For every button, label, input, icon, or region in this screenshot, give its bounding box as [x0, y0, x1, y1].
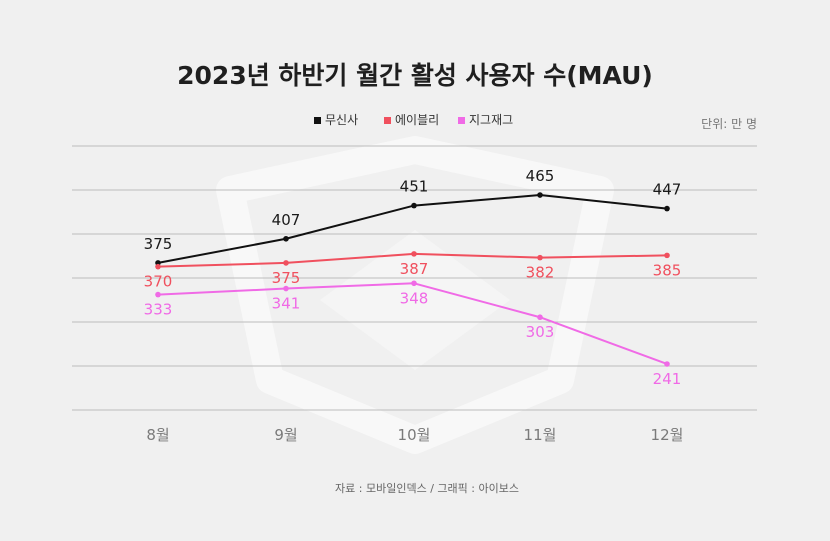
data-label: 348	[400, 289, 429, 307]
legend: 무신사 에이블리 지그재그	[314, 113, 513, 127]
data-point	[155, 291, 161, 298]
x-tick-label: 10월	[398, 426, 431, 444]
data-point	[411, 202, 417, 209]
data-label: 241	[653, 370, 682, 388]
data-point	[537, 192, 543, 198]
data-label: 370	[144, 273, 173, 291]
unit-label: 단위: 만 명	[701, 117, 757, 131]
x-tick-label: 11월	[524, 426, 557, 444]
data-point	[283, 235, 289, 242]
data-label: 382	[526, 264, 555, 282]
legend-label: 지그재그	[469, 113, 513, 127]
data-point	[664, 361, 670, 367]
data-point	[283, 285, 289, 292]
data-label: 341	[272, 295, 301, 313]
data-label: 447	[653, 181, 682, 199]
data-label: 451	[400, 178, 429, 196]
legend-swatch	[314, 117, 321, 124]
x-tick-label: 9월	[274, 426, 297, 444]
data-point	[537, 314, 543, 321]
data-label: 387	[400, 260, 429, 278]
legend-label: 무신사	[325, 113, 358, 127]
data-point	[155, 263, 161, 270]
chart-title: 2023년 하반기 월간 활성 사용자 수(MAU)	[177, 61, 653, 90]
data-point	[283, 260, 289, 266]
x-tick-label: 12월	[651, 426, 684, 444]
x-tick-label: 8월	[146, 426, 169, 444]
data-label: 385	[653, 261, 682, 279]
data-point	[537, 254, 543, 261]
legend-swatch	[458, 117, 465, 124]
series-layer: 375 407 451 465 447 370 375 387 382 385 333 341 348 3…	[144, 167, 682, 388]
source-caption: 자료 : 모바일인덱스 / 그래픽 : 아이보스	[335, 481, 519, 495]
data-label: 375	[272, 269, 301, 287]
data-label: 465	[526, 167, 555, 185]
grid-lines	[72, 145, 757, 411]
legend-swatch	[384, 117, 391, 124]
data-label: 333	[144, 301, 173, 319]
data-label: 407	[272, 211, 301, 229]
legend-label: 에이블리	[395, 113, 439, 127]
data-point	[411, 280, 417, 287]
x-axis-ticks: 8월 9월 10월 11월 12월	[146, 426, 683, 444]
data-point	[664, 205, 670, 212]
data-point	[411, 251, 417, 257]
data-point	[664, 252, 670, 259]
data-label: 375	[144, 235, 173, 253]
data-label: 303	[526, 323, 555, 341]
